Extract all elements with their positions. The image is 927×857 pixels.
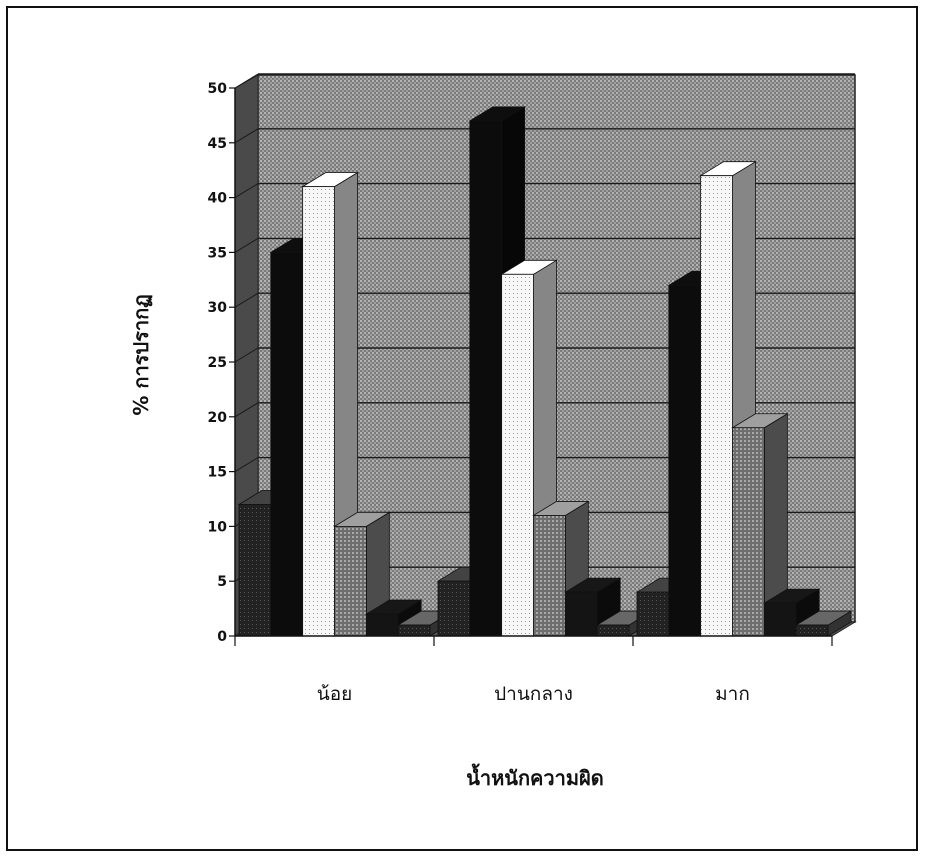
- bar-front: [668, 284, 702, 637]
- axis-ticks: 0 5 10 15 20 25 30 35 40 45 50 น้อย ปานกลาง มาก: [208, 81, 833, 705]
- y-tick-label: 10: [208, 519, 228, 535]
- bar-front: [501, 273, 534, 637]
- bars: [237, 106, 853, 637]
- gridline: [234, 347, 259, 363]
- bar-front: [564, 591, 598, 637]
- y-tick-label: 0: [217, 629, 227, 645]
- x-tick-label: น้อย: [317, 683, 353, 705]
- y-tick-label: 20: [208, 410, 228, 426]
- gridline: [234, 237, 259, 253]
- y-tick-label: 15: [208, 465, 227, 481]
- bar-front: [270, 251, 304, 637]
- bar-front: [732, 427, 765, 637]
- bar-front: [596, 624, 630, 637]
- x-tick-label: ปานกลาง: [494, 683, 573, 705]
- gridline: [234, 183, 259, 199]
- y-tick-label: 50: [208, 81, 228, 97]
- y-tick-label: 45: [208, 136, 227, 152]
- bar-front: [437, 580, 471, 637]
- bar-front: [302, 186, 335, 637]
- bar-front: [763, 602, 797, 637]
- bar-front: [469, 120, 503, 637]
- y-axis-title: % การปรากฏ: [129, 294, 153, 415]
- bar-front: [334, 526, 367, 637]
- bar-front: [397, 624, 431, 637]
- bar: [731, 413, 789, 637]
- x-tick-label: มาก: [715, 683, 750, 705]
- y-tick-label: 5: [217, 574, 227, 590]
- gridline: [234, 402, 259, 418]
- y-tick-label: 30: [208, 300, 228, 316]
- y-tick-label: 35: [208, 245, 227, 261]
- bar: [468, 106, 527, 637]
- bar-front: [795, 624, 829, 637]
- gridline: [234, 457, 259, 473]
- bar-front: [533, 515, 566, 637]
- gridline: [234, 292, 259, 308]
- bar-front: [700, 175, 733, 637]
- gridline: [234, 128, 259, 144]
- y-tick-label: 40: [208, 191, 228, 207]
- bar-front: [365, 613, 399, 637]
- bar: [333, 511, 391, 637]
- bar-front: [636, 591, 670, 637]
- y-tick-label: 25: [208, 355, 227, 371]
- bar-front: [238, 504, 272, 637]
- x-axis-title: น้ำหนักความผิด: [466, 763, 604, 790]
- gridline: [234, 73, 259, 89]
